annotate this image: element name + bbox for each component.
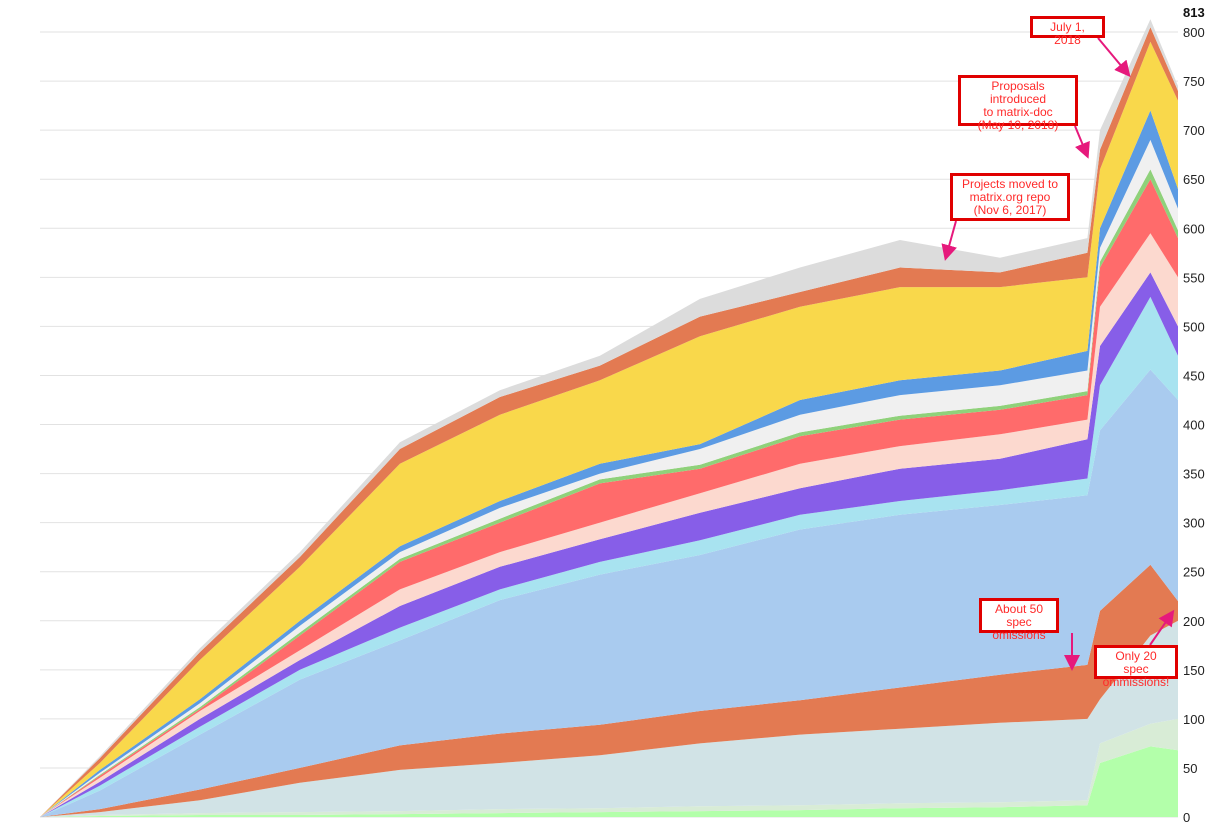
area-series-12 (40, 110, 1178, 817)
y-max-label: 813 (1183, 5, 1205, 20)
annotation-projects-moved: Projects moved to matrix.org repo (Nov 6… (950, 173, 1070, 221)
y-tick-label: 450 (1183, 368, 1205, 383)
area-series-7 (40, 272, 1178, 817)
y-tick-label: 500 (1183, 319, 1205, 334)
annotation-arrow-1 (1097, 37, 1131, 78)
y-tick-label: 750 (1183, 74, 1205, 89)
annotation-arrow-2 (1074, 125, 1090, 159)
y-tick-label: 550 (1183, 270, 1205, 285)
annotation-arrow-3 (941, 220, 957, 261)
area-series-13 (40, 41, 1178, 818)
y-tick-label: 250 (1183, 565, 1205, 580)
y-tick-label: 0 (1183, 810, 1190, 825)
annotation-july-2018: July 1, 2018 (1030, 16, 1105, 47)
annotation-arrow-5 (1149, 609, 1175, 646)
y-tick-label: 50 (1183, 761, 1197, 776)
y-tick-label: 800 (1183, 25, 1205, 40)
y-tick-label: 200 (1183, 614, 1205, 629)
area-series-1 (40, 746, 1178, 817)
y-tick-label: 100 (1183, 712, 1205, 727)
area-series-4 (40, 564, 1178, 817)
y-tick-label: 350 (1183, 467, 1205, 482)
annotation-only-20-omissions: Only 20 spec ommissions! (1094, 645, 1178, 689)
annotation-about-50-omissions: About 50 spec omissions (979, 598, 1059, 642)
area-series-5 (40, 369, 1178, 817)
area-series (40, 19, 1178, 818)
y-tick-label: 150 (1183, 663, 1205, 678)
annotation-arrows (941, 37, 1175, 671)
area-series-9 (40, 179, 1178, 817)
y-tick-label: 650 (1183, 172, 1205, 187)
area-series-3 (40, 620, 1178, 817)
y-tick-label: 300 (1183, 516, 1205, 531)
y-tick-label: 700 (1183, 123, 1205, 138)
annotation-proposals-introduced: Proposals introduced to matrix-doc (May … (958, 75, 1078, 132)
y-tick-label: 400 (1183, 418, 1205, 433)
y-axis: 0 50 100 150 200 250 300 350 400 450 500 550 600 650 7… (1183, 5, 1205, 825)
y-tick-label: 600 (1183, 221, 1205, 236)
area-series-8 (40, 233, 1178, 817)
